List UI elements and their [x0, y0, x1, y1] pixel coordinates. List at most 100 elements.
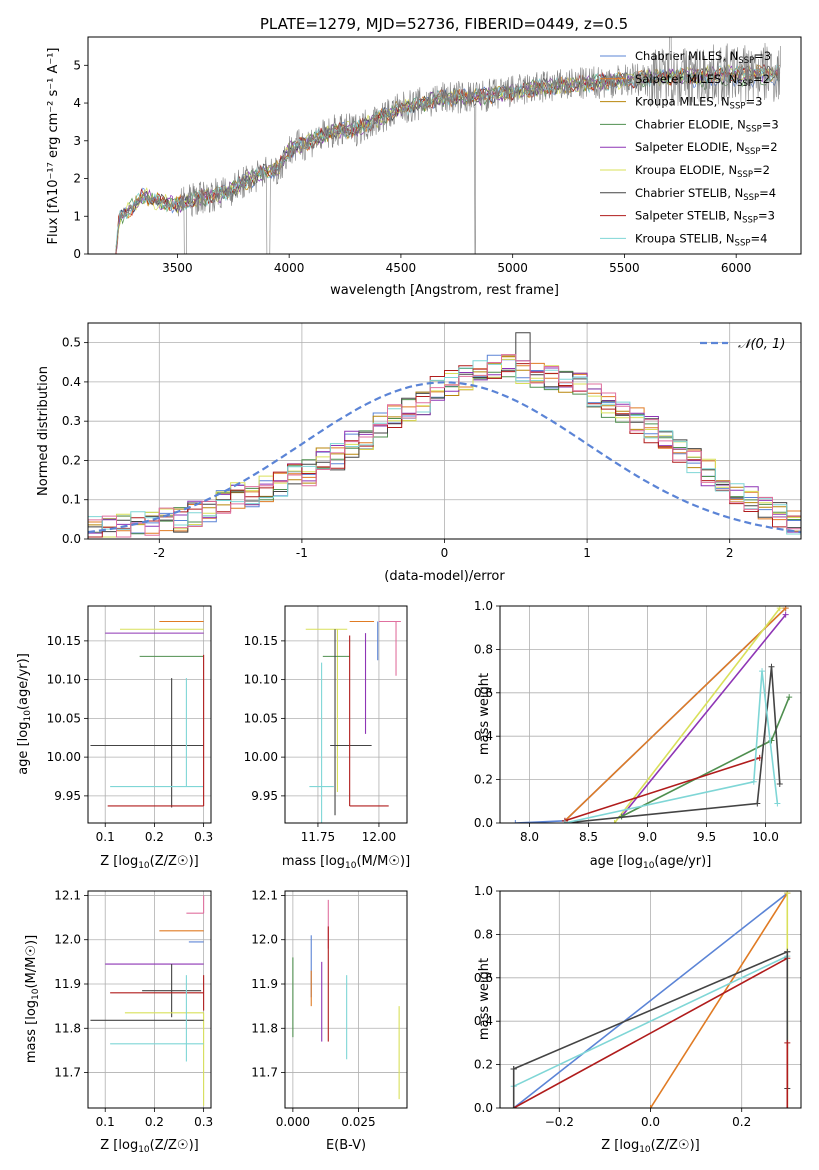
panel-residuals: -2 -1 0 1 2 0.0 0.1 0.2 0.3 0.4 0.5 (data-model)/er…: [36, 322, 802, 584]
y-tick-label: 11.9: [54, 977, 81, 991]
y-axis-label: mass [log10(M/M☉)]: [24, 935, 41, 1063]
y-tick-label: 0.0: [62, 532, 81, 546]
plot-area: [115, 37, 781, 254]
x-tick-label: 8.0: [520, 830, 539, 844]
label-rest: (Z/Z☉)]: [150, 1138, 199, 1153]
errorbar-point: [110, 975, 205, 1011]
plot-area: [88, 332, 801, 538]
axes-frame: [87, 322, 802, 540]
errorbar-point: [107, 654, 205, 807]
y-axis-label: Flux [fλ10⁻¹⁷ erg cm⁻² s⁻¹ A⁻¹]: [46, 48, 61, 245]
legend-label: Kroupa ELODIE, NSSP=2: [635, 163, 770, 180]
x-tick-label: 9.0: [638, 830, 657, 844]
label-rest: (Z/Z☉)]: [651, 1138, 700, 1153]
y-tick-label: 0.4: [474, 1014, 493, 1028]
plot-area: [305, 620, 401, 823]
legend: 𝒩(0, 1): [700, 337, 785, 352]
y-tick-label: 10.00: [47, 750, 81, 764]
x-tick-label: 0.1: [96, 1115, 115, 1129]
weight-marker: [611, 820, 618, 823]
legend-label: Chabrier ELODIE, NSSP=3: [635, 117, 779, 134]
legend-label: Kroupa MILES, NSSP=3: [635, 95, 762, 112]
weight-marker: [754, 800, 761, 807]
legend-suffix: =4: [750, 231, 767, 245]
y-tick-label: 12.0: [54, 933, 81, 947]
y-tick-label: 11.7: [251, 1066, 278, 1080]
weight-marker: [512, 820, 519, 823]
y-tick-label: 9.95: [54, 789, 81, 803]
x-tick-label: 10.0: [752, 830, 779, 844]
x-tick-label: 0.2: [145, 1115, 164, 1129]
x-axis-label: Z [log10(Z/Z☉)]: [601, 1138, 699, 1155]
label-subscript: 10: [31, 988, 41, 1000]
y-tick-label: 10.05: [244, 711, 278, 725]
y-tick-label: 0: [73, 247, 81, 261]
x-tick-label: 1: [583, 546, 591, 560]
errorbar-point: [305, 628, 348, 792]
errorbar-point: [309, 662, 334, 823]
y-tick-label: 10.10: [47, 673, 81, 687]
errorbar-point: [142, 964, 202, 1018]
x-tick-label: 9.5: [697, 830, 716, 844]
y-tick-label: 11.7: [54, 1066, 81, 1080]
x-axis-label: Z [log10(Z/Z☉)]: [100, 854, 198, 871]
weight-marker: [768, 663, 775, 670]
axes-frame: [284, 605, 408, 824]
errorbar-point: [186, 895, 205, 914]
weight-line-chabrier-miles: [515, 607, 787, 823]
y-tick-label: 0.8: [474, 642, 493, 656]
legend-label: Salpeter ELODIE, NSSP=2: [635, 140, 778, 157]
y-tick-label: 4: [73, 96, 81, 110]
y-tick-label: 10.15: [47, 634, 81, 648]
y-axis-label: age [log10(age/yr)]: [16, 653, 33, 775]
y-tick-label: 2: [73, 172, 81, 186]
legend-subscript: SSP: [737, 79, 753, 89]
weight-marker: [782, 611, 789, 618]
weight-marker: [510, 1105, 517, 1108]
legend-subscript: SSP: [737, 170, 753, 180]
weight-line-salpeter-miles: [649, 892, 788, 1108]
x-tick-label: 11.75: [301, 830, 335, 844]
x-tick-label: 0.1: [96, 830, 115, 844]
y-tick-label: 0.6: [474, 971, 493, 985]
legend-label: Salpeter STELIB, NSSP=3: [635, 209, 775, 226]
weight-line-kroupa-elodie: [613, 607, 781, 823]
legend-suffix: =3: [758, 209, 775, 223]
label-subscript: 10: [138, 1145, 150, 1155]
panel-age-vs-mass: 11.75 12.00 9.95 10.00 10.05 10.10 10.15 mass […: [244, 605, 410, 871]
y-tick-label: 0.3: [62, 414, 81, 428]
y-tick-label: 12.1: [54, 888, 81, 902]
y-tick-label: 11.9: [251, 977, 278, 991]
legend-suffix: =2: [761, 140, 778, 154]
legend-suffix: =2: [753, 163, 770, 177]
panel-weight-vs-z: −0.2 0.0 0.2 0.0 0.2 0.4 0.6 0.8 1.0 Z [log10(Z/Z…: [474, 884, 802, 1155]
label-rest: (M/M☉)]: [24, 935, 39, 989]
label-rest: (M/M☉)]: [356, 854, 410, 869]
x-axis-label: E(B-V): [326, 1138, 366, 1153]
legend-label: Kroupa STELIB, NSSP=4: [635, 231, 767, 248]
y-tick-label: 10.10: [244, 673, 278, 687]
legend-label: Chabrier MILES, NSSP=3: [635, 49, 771, 66]
plot-area: [512, 606, 793, 823]
panel-spectrum: 3500 4000 4500 5000 5500 6000 0 1 2 3 4 5 wavelength…: [46, 36, 802, 298]
y-tick-label: 0.5: [62, 336, 81, 350]
label-rest: (Z/Z☉)]: [150, 854, 199, 869]
panel-weight-vs-age: 8.0 8.5 9.0 9.5 10.0 0.0 0.2 0.4 0.6 0.8 1.0 age [l…: [474, 599, 802, 871]
y-tick-label: 11.8: [251, 1021, 278, 1035]
legend-subscript: SSP: [742, 216, 758, 226]
axes-frame: [87, 890, 212, 1109]
x-tick-label: 0.2: [732, 1115, 751, 1129]
legend-suffix: =3: [762, 117, 779, 131]
label-subscript: 10: [643, 861, 655, 871]
x-tick-label: 5000: [497, 261, 528, 275]
label-rest: (age/yr)]: [16, 653, 31, 710]
weight-line-chabrier-stelib: [513, 951, 788, 1070]
legend: Chabrier MILES, NSSP=3 Salpeter MILES, NS…: [600, 49, 779, 248]
errorbar-point: [378, 620, 401, 676]
legend-subscript: SSP: [743, 193, 759, 203]
y-tick-label: 0.0: [474, 816, 493, 830]
x-tick-label: 2: [726, 546, 734, 560]
histogram-chabrier-stelib: [88, 332, 801, 533]
axes-frame: [284, 890, 408, 1109]
